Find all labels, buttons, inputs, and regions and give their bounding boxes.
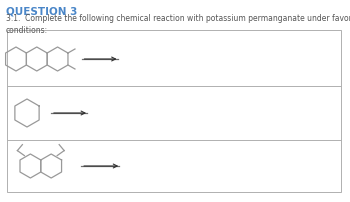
Bar — [7, 31, 341, 192]
Text: QUESTION 3: QUESTION 3 — [6, 6, 77, 16]
Text: 3.1.  Complete the following chemical reaction with potassium permanganate under: 3.1. Complete the following chemical rea… — [6, 14, 350, 35]
